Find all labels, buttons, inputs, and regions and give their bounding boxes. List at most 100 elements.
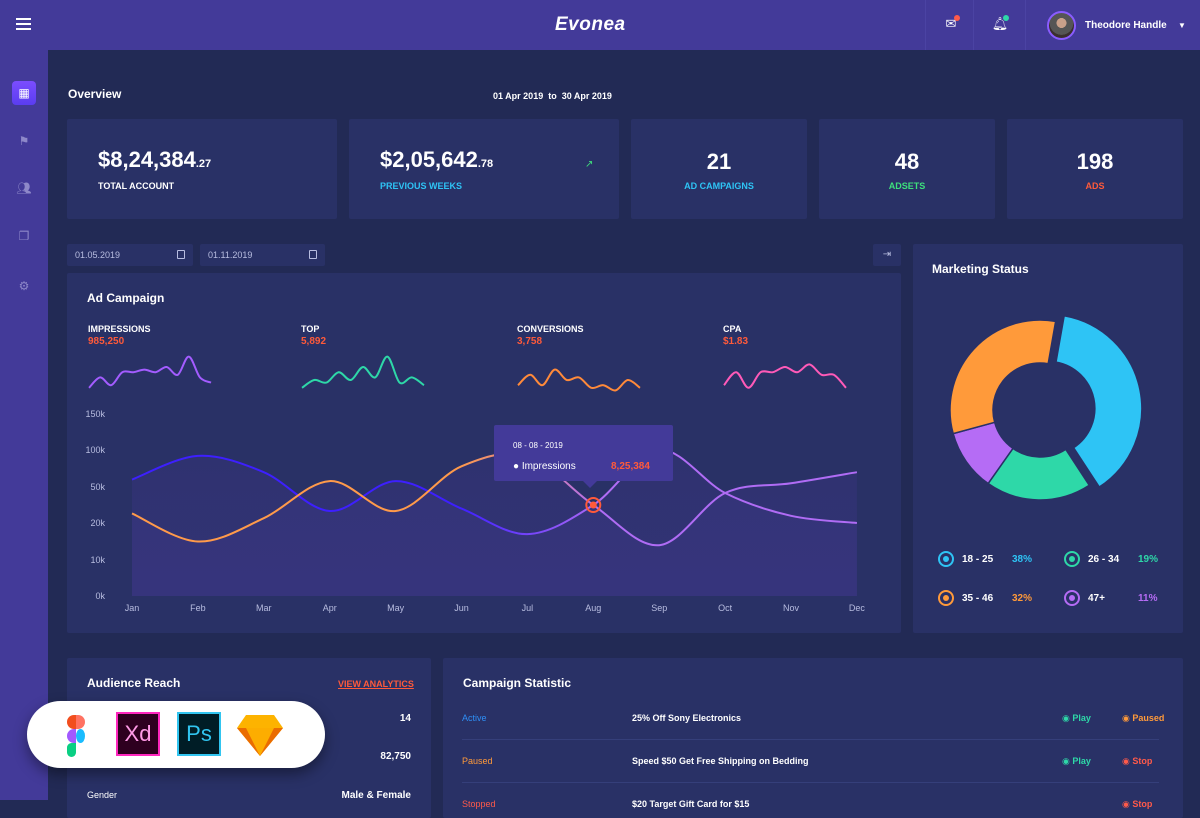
sparkline-line — [517, 368, 641, 392]
play-button[interactable]: ◉ Play — [1062, 713, 1091, 723]
end-date-input[interactable]: 01.11.2019 — [200, 244, 325, 266]
metric-value: $1.83 — [723, 336, 749, 347]
stat-card-adsets: 48 ADSETS — [819, 119, 995, 219]
legend-ring-icon — [938, 590, 954, 606]
x-tick-label: Apr — [323, 603, 337, 613]
metric-top: TOP 5,892 — [301, 324, 441, 399]
campaign-name: Speed $50 Get Free Shipping on Bedding — [632, 756, 809, 766]
highlight-point[interactable] — [585, 497, 602, 513]
legend-percent: 11% — [1138, 593, 1158, 604]
donut-slice-18-25[interactable] — [1055, 314, 1143, 489]
sparkline — [723, 363, 847, 389]
dashboard-icon[interactable]: ▦ — [12, 81, 36, 105]
audience-label: Gender — [87, 790, 118, 800]
view-analytics-link[interactable]: VIEW ANALYTICS — [338, 679, 414, 689]
metric-conversions: CONVERSIONS 3,758 — [517, 324, 657, 399]
chart-tooltip: 08 - 08 - 2019 ● Impressions 8,25,384 — [494, 425, 673, 488]
y-tick-label: 100k — [85, 445, 105, 455]
gear-icon[interactable]: ⚙ — [18, 279, 30, 293]
sparkline-line — [301, 355, 425, 389]
metric-cpa: CPA $1.83 — [723, 324, 863, 399]
legend-ring-icon — [1064, 551, 1080, 567]
metric-label: IMPRESSIONS — [88, 324, 151, 334]
stop-button[interactable]: ◉ Stop — [1122, 799, 1153, 809]
play-button[interactable]: ◉ Play — [1062, 756, 1091, 766]
date-range: 01 Apr 2019 to 30 Apr 2019 — [493, 91, 612, 101]
legend-ring-icon — [1064, 590, 1080, 606]
flag-icon[interactable]: ⚑ — [18, 134, 30, 148]
users-icon[interactable]: 👥︎ — [16, 181, 32, 195]
stat-card-ad-campaigns: 21 AD CAMPAIGNS — [631, 119, 807, 219]
trend-up-icon: ↗ — [585, 159, 594, 170]
metric-label: CPA — [723, 324, 742, 334]
ps-logo: Ps — [177, 712, 221, 756]
y-tick-label: 20k — [90, 518, 105, 528]
x-tick-label: Jul — [522, 603, 534, 613]
campaign-name: $20 Target Gift Card for $15 — [632, 799, 750, 809]
x-tick-label: Aug — [585, 603, 601, 613]
stat-card-ads: 198 ADS — [1007, 119, 1183, 219]
metric-impressions: IMPRESSIONS 985,250 — [88, 324, 228, 399]
divider — [462, 782, 1159, 783]
figma-logo — [67, 715, 85, 757]
campaign-statistic-card: Campaign Statistic — [443, 658, 1183, 818]
legend-label: 47+ — [1088, 593, 1105, 604]
metric-value: 985,250 — [88, 336, 125, 347]
ad-campaign-title: Ad Campaign — [87, 291, 165, 305]
mail-icon[interactable]: ✉ — [942, 15, 960, 34]
design-tools-badge: Xd Ps — [27, 701, 325, 768]
x-tick-label: Jun — [454, 603, 469, 613]
campaign-status: Active — [462, 713, 487, 723]
marketing-donut — [949, 314, 1143, 501]
metric-label: TOP — [301, 324, 320, 334]
top-bar: Evonea ✉ 🔔︎ Theodore Handle ▼ — [0, 0, 1200, 50]
metric-label: CONVERSIONS — [517, 324, 584, 334]
campaign-status: Paused — [462, 756, 493, 766]
x-tick-label: Mar — [256, 603, 272, 613]
legend-percent: 38% — [1012, 554, 1033, 565]
legend-label: 26 - 34 — [1088, 554, 1120, 565]
legend-label: 18 - 25 — [962, 554, 994, 565]
metric-value: 3,758 — [517, 336, 543, 347]
x-tick-label: Sep — [651, 603, 667, 613]
y-tick-label: 50k — [90, 482, 105, 492]
user-name[interactable]: Theodore Handle — [1085, 20, 1167, 31]
menu-icon[interactable] — [16, 18, 31, 30]
sparkline-line — [88, 355, 212, 389]
sidebar: ▦ ⚑ 👥︎ ❐ ⚙ — [0, 50, 48, 800]
donut-slice-35-46[interactable] — [949, 319, 1057, 435]
brand-logo: Evonea — [555, 14, 626, 35]
stat-card-total-account: $8,24,384.27 TOTAL ACCOUNT — [67, 119, 337, 219]
export-button[interactable]: ⇥ — [873, 244, 901, 266]
sparkline — [517, 368, 641, 392]
sparkline — [301, 355, 425, 389]
series-line — [131, 448, 858, 536]
stat-card-previous-weeks: $2,05,642.78 PREVIOUS WEEKS ↗ — [349, 119, 619, 219]
paused-button[interactable]: ◉ Paused — [1122, 713, 1165, 723]
y-tick-label: 10k — [90, 555, 105, 565]
marketing-status-title: Marketing Status — [932, 262, 1029, 276]
campaign-status: Stopped — [462, 799, 496, 809]
x-tick-label: May — [387, 603, 405, 613]
bell-icon[interactable]: 🔔︎ — [991, 15, 1009, 31]
x-tick-label: Nov — [783, 603, 800, 613]
caret-down-icon[interactable]: ▼ — [1178, 21, 1186, 30]
pages-icon[interactable]: ❐ — [18, 229, 30, 243]
start-date-input[interactable]: 01.05.2019 — [67, 244, 193, 266]
ad-campaign-chart: 0k 10k 20k 50k 100k 150k Jan Feb Mar Apr May Jun Jul… — [85, 409, 866, 613]
highlight-point-core — [589, 501, 597, 509]
y-tick-label: 150k — [85, 409, 105, 419]
audience-reach-title: Audience Reach — [87, 676, 181, 690]
legend-label: 35 - 46 — [962, 593, 994, 604]
stop-button[interactable]: ◉ Stop — [1122, 756, 1153, 766]
avatar[interactable] — [1047, 11, 1076, 40]
x-tick-label: Feb — [190, 603, 206, 613]
x-tick-label: Dec — [849, 603, 866, 613]
sketch-logo — [237, 715, 283, 756]
x-tick-label: Jan — [125, 603, 140, 613]
calendar-icon — [309, 250, 317, 259]
xd-logo: Xd — [116, 712, 160, 756]
divider — [462, 739, 1159, 740]
metric-value: 5,892 — [301, 336, 327, 347]
campaign-statistic-title: Campaign Statistic — [463, 676, 572, 690]
